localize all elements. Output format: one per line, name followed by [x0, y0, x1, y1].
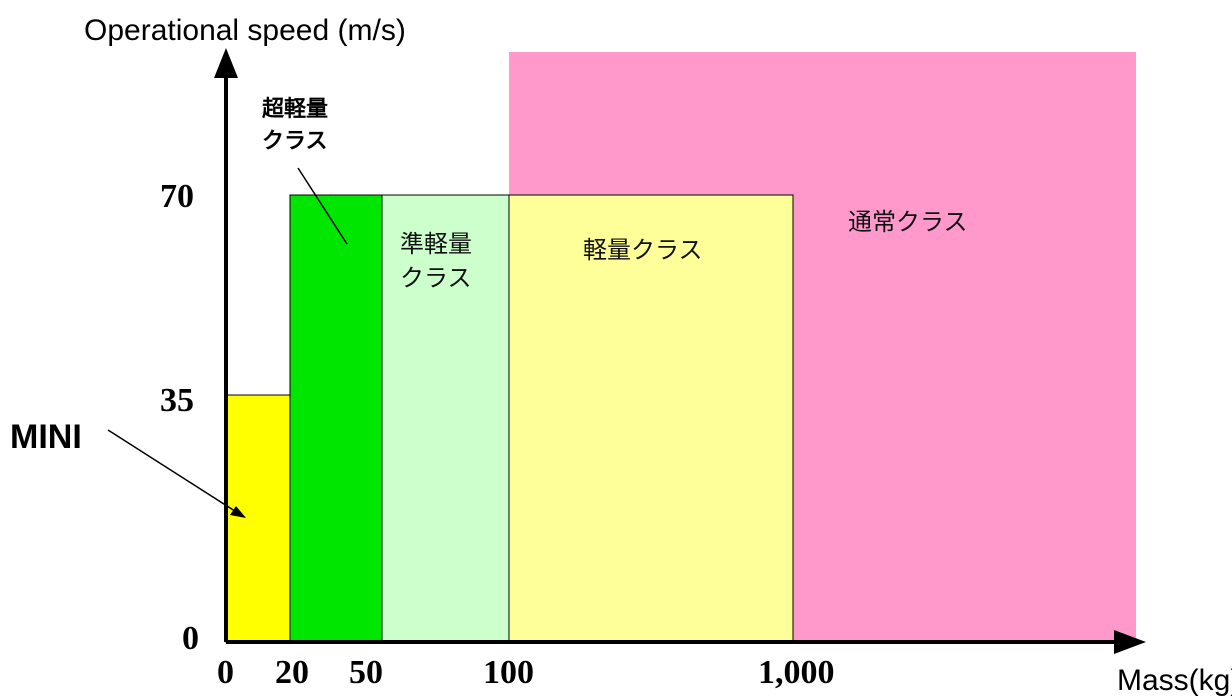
mini-pointer-line	[107, 429, 239, 514]
light-class-label: 軽量クラス	[583, 236, 703, 264]
mini-pointer-arrowhead	[230, 506, 246, 518]
x-tick-label: 1,000	[758, 654, 835, 691]
x-axis-arrowhead	[1114, 630, 1146, 654]
ultra-light-pointer-line	[297, 167, 348, 245]
ultra-light-class-label-line1: 超軽量	[262, 96, 328, 122]
y-axis-title: Operational speed (m/s)	[84, 14, 406, 47]
region-ultra-light-class	[289, 194, 383, 643]
x-tick-label: 50	[349, 654, 383, 691]
region-mini	[225, 394, 291, 643]
x-tick-label: 100	[483, 654, 534, 691]
region-semi-light-class	[381, 194, 510, 643]
x-tick-label: 0	[217, 654, 234, 691]
y-tick-label: 70	[160, 178, 194, 215]
semi-light-class-label-line2: クラス	[400, 264, 472, 292]
ultra-light-class-label-line2: クラス	[262, 129, 328, 154]
y-axis-arrowhead	[214, 48, 238, 78]
x-tick-label: 20	[275, 654, 309, 691]
semi-light-class-label-line1: 準軽量	[400, 230, 472, 258]
y-tick-label: 35	[160, 382, 194, 419]
x-axis-title: Mass(kg)	[1117, 664, 1232, 697]
normal-class-label: 通常クラス	[848, 208, 968, 236]
y-tick-label: 0	[182, 620, 199, 657]
mini-label: MINI	[10, 418, 82, 456]
region-light-class	[508, 194, 794, 643]
